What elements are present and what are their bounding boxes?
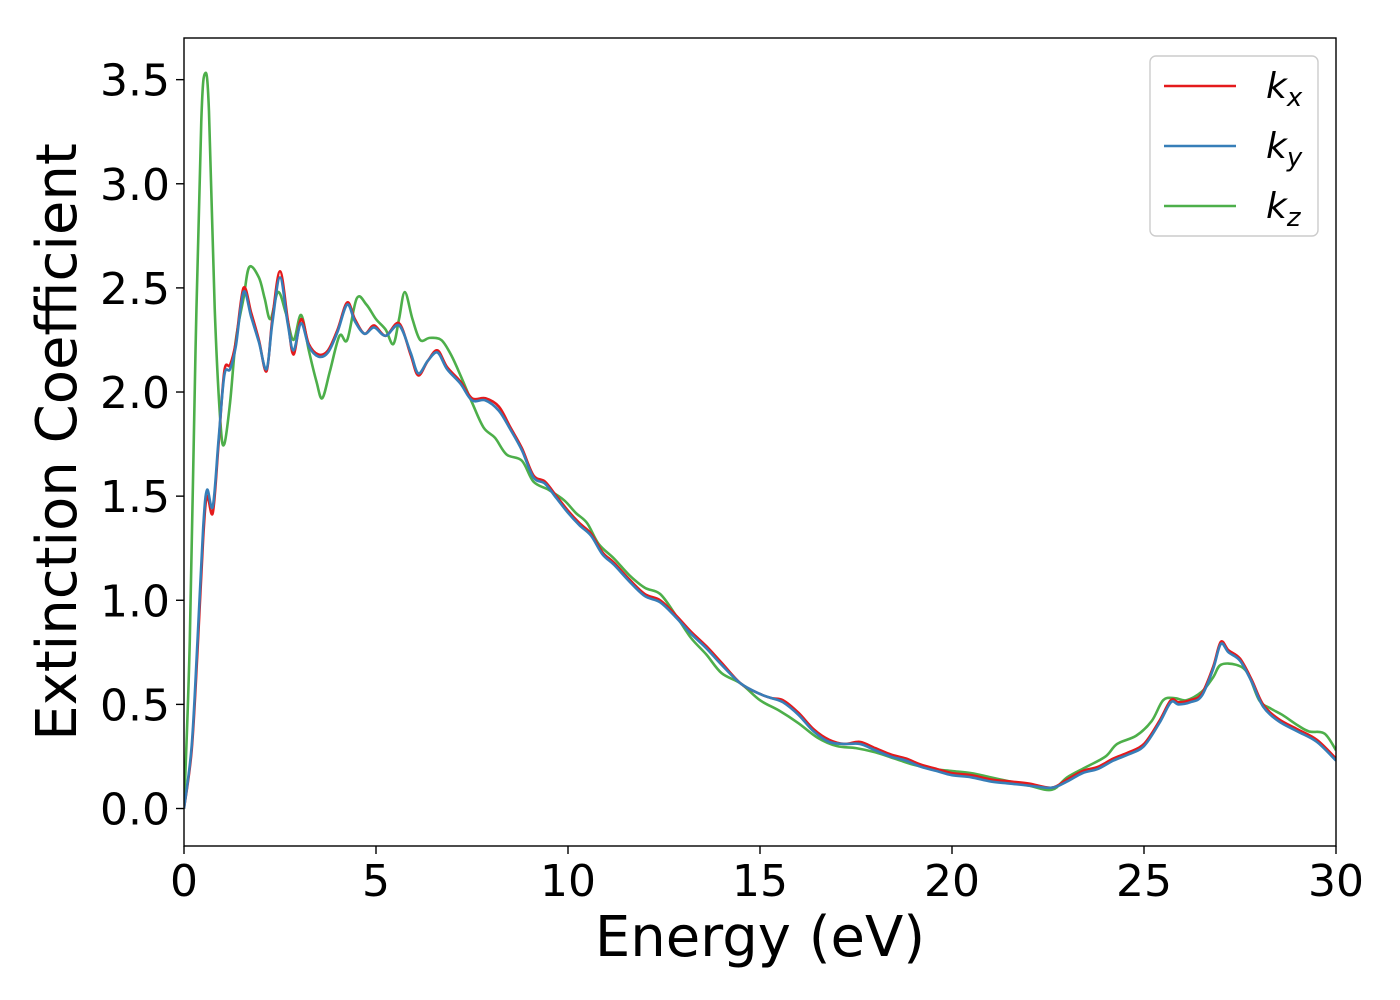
y-tick-label: 3.0 [100,160,170,211]
series-line-ky [184,276,1336,809]
x-tick-label: 10 [540,856,596,907]
y-tick-label: 3.5 [100,56,170,107]
y-tick-label: 2.5 [100,264,170,315]
legend-label-symbol: k [1266,186,1289,227]
legend-label-kz: kz [1266,186,1302,233]
y-tick-label: 0.0 [100,785,170,836]
legend-label-subscript: z [1286,203,1302,233]
y-tick-label: 0.5 [100,680,170,731]
legend-label-kx: kx [1266,66,1303,113]
x-tick-label: 15 [732,856,788,907]
x-axis-label: Energy (eV) [595,905,925,970]
legend-label-subscript: x [1286,83,1303,113]
series-layer [184,71,1336,809]
legend-label-symbol: k [1266,66,1289,107]
x-axis: 0 5 10 15 20 25 30 [170,846,1364,907]
y-tick-label: 2.0 [100,368,170,419]
series-line-kz [184,71,1336,809]
x-tick-label: 30 [1308,856,1364,907]
y-tick-label: 1.5 [100,472,170,523]
x-tick-label: 5 [362,856,390,907]
x-tick-label: 20 [924,856,980,907]
x-tick-label: 25 [1116,856,1172,907]
legend-label-subscript: y [1286,143,1303,173]
x-tick-label: 0 [170,856,198,907]
y-axis-label: Extinction Coefficient [25,143,90,741]
y-axis: 0.0 0.5 1.0 1.5 2.0 2.5 3.0 3.5 [100,56,184,836]
series-line-kx [184,269,1336,809]
legend-label-symbol: k [1266,126,1289,167]
y-tick-label: 1.0 [100,576,170,627]
legend-label-ky: ky [1266,126,1303,173]
